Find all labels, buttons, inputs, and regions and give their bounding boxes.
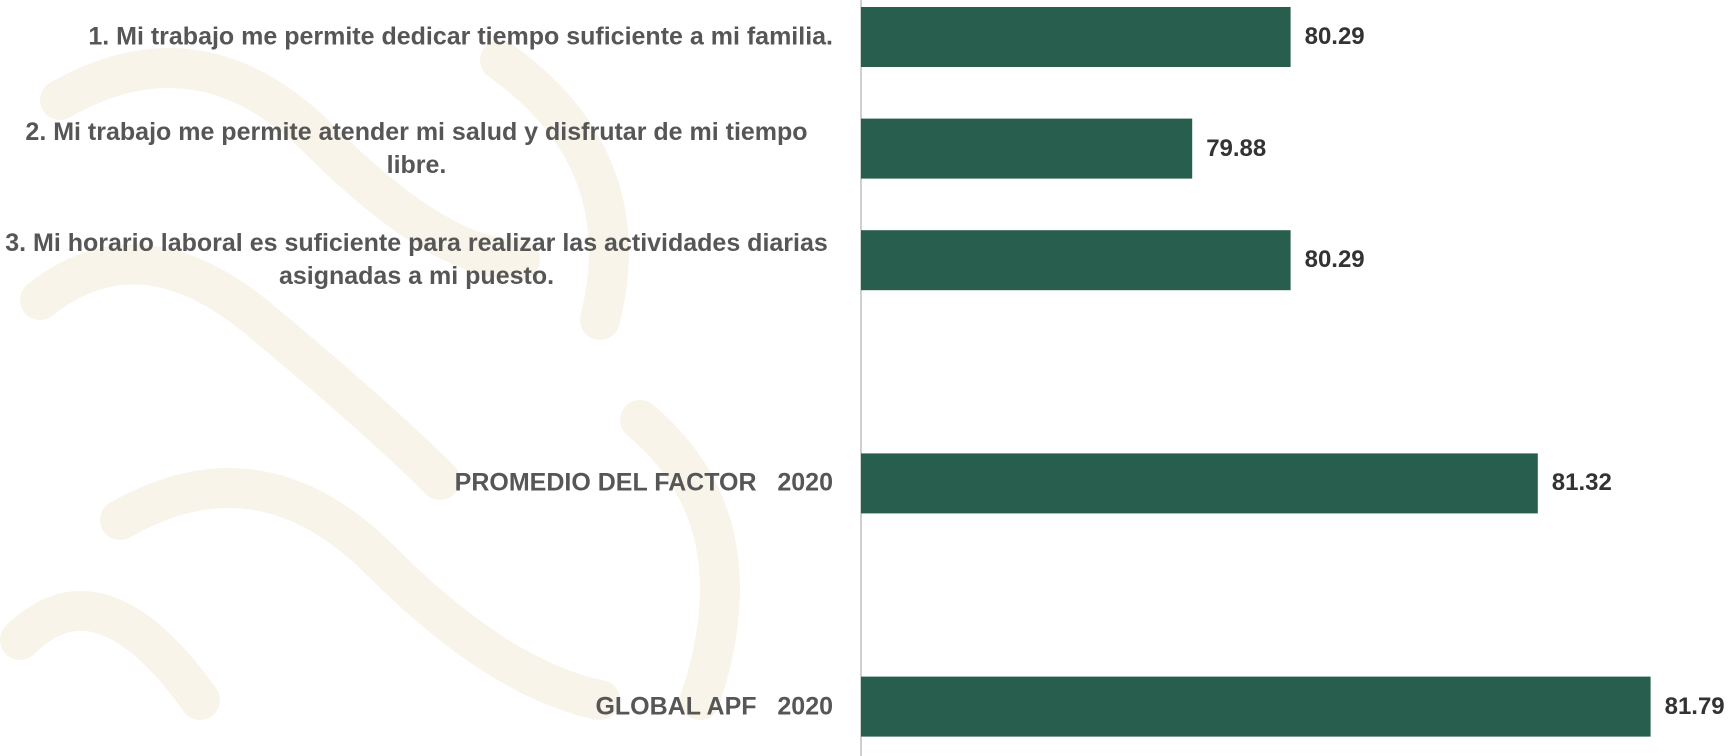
category-label: PROMEDIO DEL FACTOR 2020: [455, 467, 833, 500]
value-label: 80.29: [1305, 23, 1365, 51]
bar: [861, 7, 1291, 67]
bar: [861, 453, 1538, 513]
value-label: 79.88: [1206, 135, 1266, 163]
chart: 1. Mi trabajo me permite dedicar tiempo …: [0, 0, 1733, 756]
category-label: GLOBAL APF 2020: [595, 690, 833, 723]
value-label: 81.32: [1552, 469, 1612, 497]
category-label: 1. Mi trabajo me permite dedicar tiempo …: [88, 21, 833, 54]
value-label: 81.79: [1665, 693, 1725, 721]
category-label-text: GLOBAL APF 2020: [595, 690, 833, 723]
category-label-text: 3. Mi horario laboral es suficiente para…: [0, 227, 833, 293]
bar: [861, 119, 1192, 179]
category-label-text: 1. Mi trabajo me permite dedicar tiempo …: [88, 21, 833, 54]
value-label: 80.29: [1305, 246, 1365, 274]
category-label-text: 2. Mi trabajo me permite atender mi salu…: [0, 116, 833, 182]
bar: [861, 677, 1651, 737]
category-label: 2. Mi trabajo me permite atender mi salu…: [0, 116, 833, 182]
bar: [861, 230, 1291, 290]
category-label: 3. Mi horario laboral es suficiente para…: [0, 227, 833, 293]
plot: [0, 0, 1733, 756]
category-label-text: PROMEDIO DEL FACTOR 2020: [455, 467, 833, 500]
